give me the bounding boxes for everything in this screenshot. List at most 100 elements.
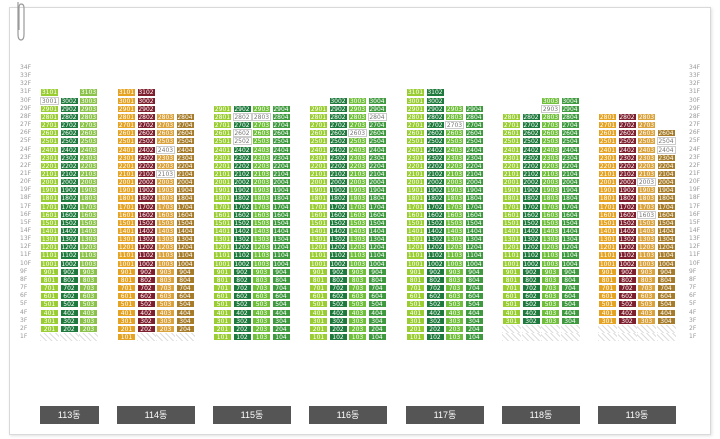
- unit-cell[interactable]: 1602: [136, 210, 156, 219]
- unit-cell[interactable]: 1402: [521, 227, 541, 236]
- unit-cell[interactable]: 703: [156, 284, 175, 293]
- unit-cell[interactable]: 1304: [464, 235, 484, 244]
- unit-cell[interactable]: 2402: [521, 145, 541, 154]
- unit-cell[interactable]: 1404: [175, 227, 195, 236]
- unit-cell[interactable]: 2904: [560, 104, 580, 113]
- unit-cell[interactable]: 1103: [252, 251, 271, 260]
- unit-cell[interactable]: 904: [464, 267, 484, 276]
- unit-cell[interactable]: 403: [156, 308, 175, 317]
- unit-cell[interactable]: 1402: [232, 227, 252, 236]
- unit-cell[interactable]: 1004: [560, 259, 580, 268]
- unit-cell[interactable]: 2403: [79, 145, 98, 154]
- unit-cell[interactable]: 2502: [521, 137, 541, 146]
- unit-cell[interactable]: 2503: [445, 137, 464, 146]
- building-label[interactable]: 117동: [406, 406, 484, 424]
- unit-cell[interactable]: 1803: [79, 194, 98, 203]
- unit-cell[interactable]: 304: [560, 316, 580, 325]
- unit-cell[interactable]: 603: [252, 292, 271, 301]
- unit-cell[interactable]: 1001: [213, 259, 232, 268]
- unit-cell[interactable]: 502: [617, 300, 637, 309]
- unit-cell[interactable]: 804: [367, 275, 387, 285]
- unit-cell[interactable]: 1601: [502, 210, 521, 219]
- unit-cell[interactable]: 1603: [252, 210, 271, 219]
- unit-cell[interactable]: 802: [425, 275, 445, 285]
- unit-cell[interactable]: 2102: [425, 169, 445, 179]
- unit-cell[interactable]: 401: [309, 308, 328, 317]
- unit-cell[interactable]: 601: [309, 292, 328, 301]
- unit-cell[interactable]: 2803: [252, 112, 271, 122]
- unit-cell[interactable]: 3003: [79, 96, 98, 105]
- unit-cell[interactable]: 603: [637, 292, 656, 301]
- unit-cell[interactable]: 902: [59, 267, 79, 276]
- unit-cell[interactable]: 2902: [328, 104, 348, 113]
- unit-cell[interactable]: 1901: [40, 186, 59, 195]
- unit-cell[interactable]: 301: [598, 316, 617, 325]
- unit-cell[interactable]: 2602: [232, 129, 252, 138]
- unit-cell[interactable]: 3102: [136, 88, 156, 97]
- unit-cell[interactable]: 303: [252, 316, 271, 325]
- unit-cell[interactable]: 3002: [136, 96, 156, 105]
- unit-cell[interactable]: 1002: [425, 259, 445, 268]
- unit-cell[interactable]: 3003: [541, 96, 560, 105]
- unit-cell[interactable]: 2004: [175, 178, 195, 187]
- unit-cell[interactable]: 2604: [560, 129, 580, 138]
- unit-cell[interactable]: 1901: [406, 186, 425, 195]
- unit-cell[interactable]: 1604: [656, 210, 676, 219]
- unit-cell[interactable]: 1902: [617, 186, 637, 195]
- unit-cell[interactable]: 1602: [521, 210, 541, 219]
- unit-cell[interactable]: 301: [309, 316, 328, 325]
- unit-cell[interactable]: 2302: [521, 153, 541, 162]
- unit-cell[interactable]: 2304: [175, 153, 195, 162]
- unit-cell[interactable]: 1601: [406, 210, 425, 219]
- unit-cell[interactable]: 2503: [348, 137, 367, 146]
- unit-cell[interactable]: 204: [175, 324, 195, 333]
- unit-cell[interactable]: 2402: [59, 145, 79, 154]
- unit-cell[interactable]: 2003: [252, 178, 271, 187]
- unit-cell[interactable]: 2702: [425, 121, 445, 130]
- unit-cell[interactable]: 703: [541, 284, 560, 293]
- unit-cell[interactable]: 2601: [213, 129, 232, 138]
- unit-cell[interactable]: 1102: [521, 251, 541, 260]
- unit-cell[interactable]: 1101: [213, 251, 232, 260]
- unit-cell[interactable]: 603: [445, 292, 464, 301]
- unit-cell[interactable]: 501: [40, 300, 59, 309]
- unit-cell[interactable]: 1704: [464, 202, 484, 211]
- unit-cell[interactable]: 602: [136, 292, 156, 301]
- unit-cell[interactable]: 2902: [136, 104, 156, 113]
- unit-cell[interactable]: 2801: [117, 112, 136, 122]
- building-label[interactable]: 115동: [213, 406, 291, 424]
- unit-cell[interactable]: 504: [656, 300, 676, 309]
- unit-cell[interactable]: 1102: [136, 251, 156, 260]
- unit-cell[interactable]: 2503: [541, 137, 560, 146]
- unit-cell[interactable]: 1704: [367, 202, 387, 211]
- unit-cell[interactable]: 1001: [502, 259, 521, 268]
- unit-cell[interactable]: 2701: [40, 121, 59, 130]
- unit-cell[interactable]: 2003: [348, 178, 367, 187]
- unit-cell[interactable]: 1104: [367, 251, 387, 260]
- unit-cell[interactable]: 1902: [59, 186, 79, 195]
- unit-cell[interactable]: 2201: [406, 161, 425, 170]
- unit-cell[interactable]: 1302: [232, 235, 252, 244]
- unit-cell[interactable]: 2503: [637, 137, 656, 146]
- unit-cell[interactable]: 1604: [175, 210, 195, 219]
- unit-cell[interactable]: 1101: [40, 251, 59, 260]
- unit-cell[interactable]: 2001: [309, 178, 328, 187]
- unit-cell[interactable]: 2002: [425, 178, 445, 187]
- unit-cell[interactable]: 1701: [598, 202, 617, 211]
- unit-cell[interactable]: 1403: [156, 227, 175, 236]
- unit-cell[interactable]: 403: [445, 308, 464, 317]
- unit-cell[interactable]: 904: [560, 267, 580, 276]
- unit-cell[interactable]: 2803: [541, 112, 560, 122]
- unit-cell[interactable]: 2302: [617, 153, 637, 162]
- unit-cell[interactable]: 401: [406, 308, 425, 317]
- unit-cell[interactable]: 2302: [59, 153, 79, 162]
- unit-cell[interactable]: 2303: [348, 153, 367, 162]
- unit-cell[interactable]: 1904: [175, 186, 195, 195]
- unit-cell[interactable]: 202: [59, 324, 79, 333]
- unit-cell[interactable]: 2104: [367, 169, 387, 179]
- unit-cell[interactable]: 404: [464, 308, 484, 317]
- unit-cell[interactable]: 3002: [59, 96, 79, 105]
- unit-cell[interactable]: 301: [117, 316, 136, 325]
- unit-cell[interactable]: 1604: [271, 210, 291, 219]
- unit-cell[interactable]: 703: [637, 284, 656, 293]
